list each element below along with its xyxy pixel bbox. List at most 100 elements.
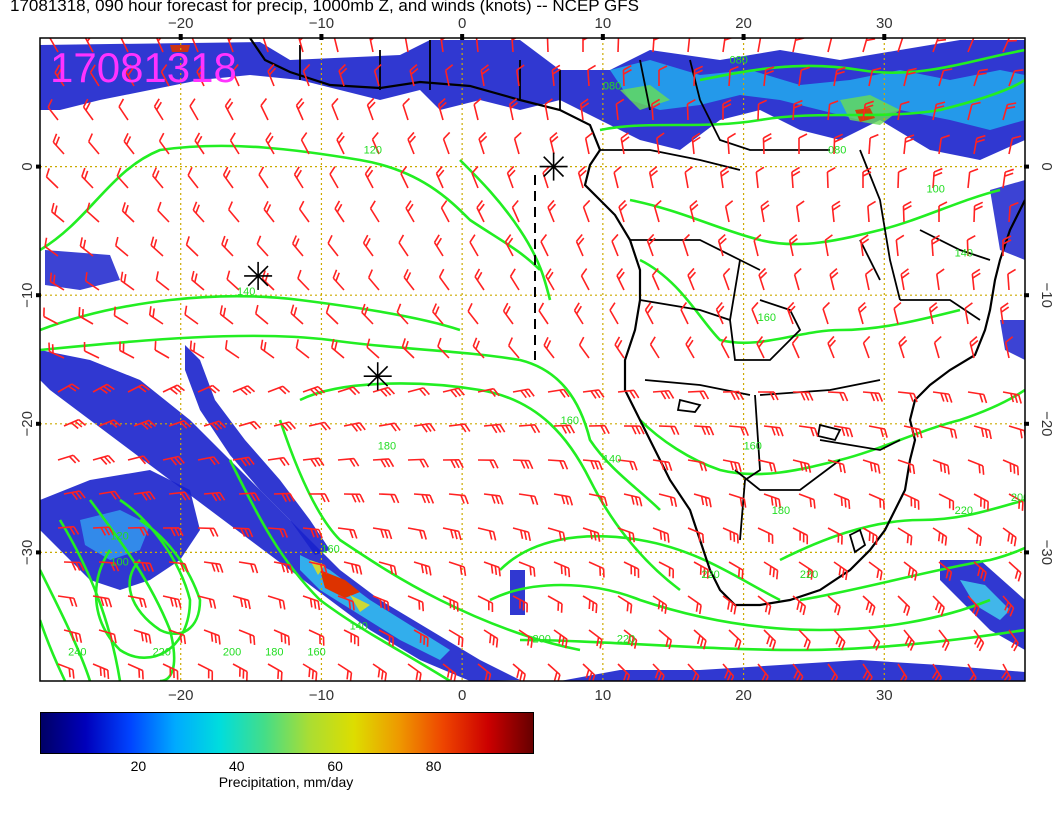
wind-barb (620, 132, 630, 155)
wind-barb (967, 391, 988, 404)
wind-barb (717, 233, 727, 257)
wind-barb (756, 336, 765, 359)
wind-barb (333, 38, 339, 53)
wind-barb (433, 234, 444, 257)
height-contour (629, 188, 1001, 246)
wind-barb (114, 236, 129, 257)
wind-barb (617, 389, 640, 399)
wind-barb (308, 629, 325, 646)
wind-barb (655, 132, 665, 155)
wind-barb (437, 97, 447, 121)
wind-barb (448, 561, 467, 576)
wind-barb (967, 527, 982, 547)
wind-barb (325, 304, 339, 325)
wind-barb (267, 595, 286, 610)
wind-barb (116, 167, 129, 189)
wind-barb (658, 493, 678, 507)
wind-barb (973, 425, 992, 440)
wind-barb (897, 167, 908, 189)
wind-barb (897, 391, 918, 403)
wind-barb (938, 68, 953, 87)
wind-barb (512, 663, 526, 681)
wind-barb (793, 267, 802, 291)
wind-barb (798, 629, 811, 651)
wind-barb (680, 302, 689, 325)
wind-barb (753, 234, 762, 257)
wind-barb (547, 527, 566, 542)
wind-barb (644, 302, 654, 325)
wind-barb (448, 493, 469, 505)
wind-barb (545, 268, 555, 291)
wind-barb (302, 63, 311, 87)
wind-barb (57, 383, 80, 393)
contour-label: 180 (265, 646, 283, 658)
wind-barb (931, 234, 941, 257)
wind-barb (477, 595, 494, 612)
wind-barb (197, 595, 217, 609)
wind-barb (44, 237, 59, 257)
wind-barb (857, 301, 867, 325)
wind-barb (262, 38, 269, 53)
wind-barb (153, 98, 164, 121)
wind-barb (407, 387, 430, 397)
wind-barb (222, 166, 234, 189)
wind-barb (722, 459, 742, 472)
wind-barb (442, 663, 457, 681)
top-tick-mark (319, 34, 324, 40)
wind-barb (547, 388, 570, 398)
wind-barb (409, 64, 419, 87)
wind-barb (518, 561, 536, 577)
wind-barb (337, 457, 360, 467)
colorbar-title: Precipitation, mm/day (218, 774, 354, 790)
map-frame (39, 37, 1026, 682)
wind-barb (999, 302, 1010, 325)
wind-barb (476, 200, 485, 223)
wind-barb (798, 493, 816, 509)
wind-barb (903, 629, 915, 651)
wind-barb (588, 493, 608, 507)
wind-barb (238, 420, 262, 430)
wind-barb (616, 268, 625, 291)
wind-barb (973, 561, 987, 582)
wind-barb (1002, 595, 1015, 617)
wind-barb (868, 629, 881, 651)
wind-barb (682, 233, 690, 257)
wind-barb (440, 200, 450, 223)
wind-barb (658, 65, 668, 86)
wind-barb (329, 166, 339, 189)
wind-barb (722, 595, 737, 615)
wind-barb (232, 663, 248, 681)
wind-barb (580, 268, 590, 291)
top-lon-tick-label: −10 (309, 15, 334, 32)
wind-barb (477, 663, 492, 681)
wind-barb (81, 167, 94, 189)
right-lat-tick-label: −30 (1038, 540, 1055, 565)
wind-barb (431, 303, 444, 325)
wind-barb (973, 134, 986, 155)
wind-barb (86, 202, 100, 223)
wind-barb (373, 63, 382, 87)
wind-barb (302, 527, 323, 539)
wind-barb (935, 268, 945, 291)
wind-barb (722, 390, 744, 401)
top-tick-mark (882, 34, 887, 40)
wind-barb (474, 268, 485, 291)
wind-barb (378, 629, 394, 647)
wind-barb (160, 64, 170, 87)
wind-barb (407, 131, 417, 155)
wind-barb (98, 561, 120, 572)
wind-barb (330, 338, 345, 359)
wind-barb (757, 459, 777, 473)
wind-barb (92, 595, 113, 608)
height-contour (639, 258, 961, 345)
wind-barb (512, 388, 535, 399)
wind-barb (508, 98, 518, 121)
left-tick-mark (36, 421, 41, 426)
wind-barb (897, 595, 911, 616)
wind-barb (578, 336, 590, 359)
wind-barb (403, 268, 415, 291)
contour-label: 160 (744, 441, 762, 453)
wind-barb (83, 342, 100, 359)
wind-barb (127, 663, 144, 680)
wind-barb (227, 201, 240, 223)
